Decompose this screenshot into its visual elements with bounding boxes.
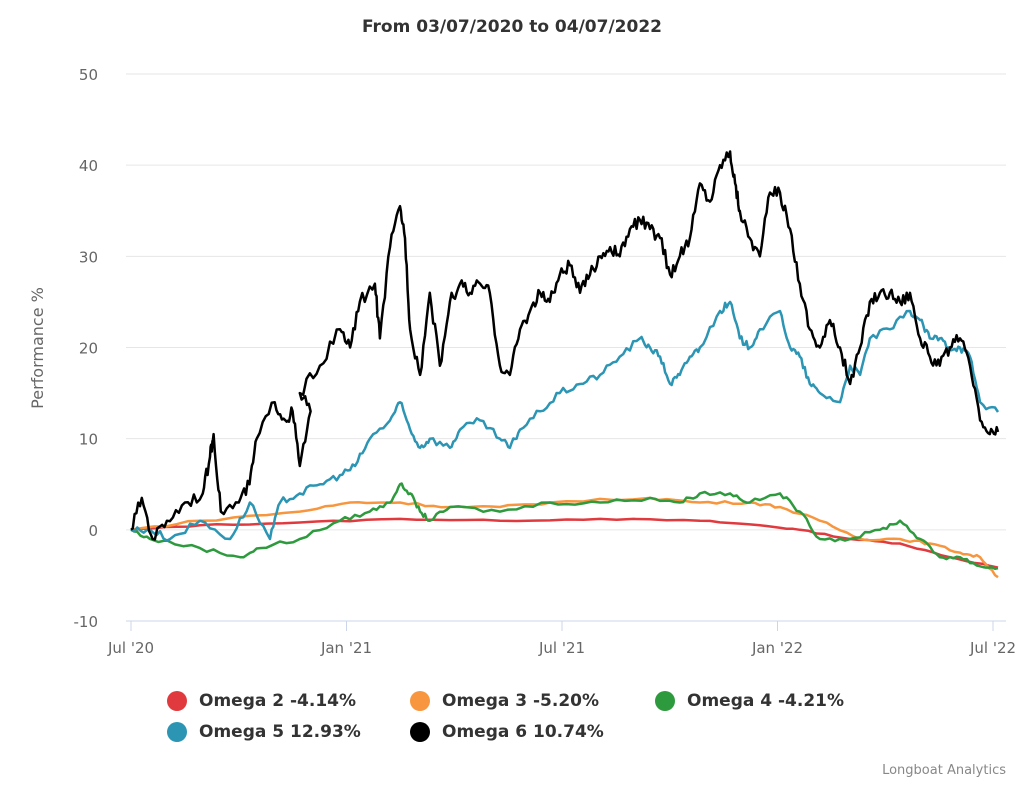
legend-item-omega-5[interactable]: Omega 5 12.93% [167,722,361,742]
x-tick-label: Jul '21 [538,639,585,657]
legend-item-omega-3[interactable]: Omega 3 -5.20% [410,691,599,711]
legend-label: Omega 2 -4.14% [199,691,357,711]
legend-dot-icon [410,722,430,742]
y-tick-label: 10 [79,431,98,449]
chart-title: From 03/07/2020 to 04/07/2022 [362,17,662,37]
legend-label: Omega 4 -4.21% [687,691,845,711]
legend-dot-icon [167,691,187,711]
legend-label: Omega 5 12.93% [199,722,361,742]
x-tick-label: Jan '21 [320,639,372,657]
series-line-omega-6[interactable] [130,150,1000,541]
y-tick-label: 50 [79,66,98,84]
legend-item-omega-4[interactable]: Omega 4 -4.21% [655,691,844,711]
legend-label: Omega 3 -5.20% [442,691,600,711]
x-tick-label: Jul '22 [969,639,1016,657]
series-line-omega-3[interactable] [130,496,999,579]
series-line-omega-5[interactable] [130,300,1000,542]
credit-link[interactable]: Longboat Analytics [882,763,1006,778]
series-line-omega-4[interactable] [130,482,999,571]
legend-dot-icon [655,691,675,711]
y-axis-label: Performance % [28,287,47,409]
y-tick-label: 0 [88,522,98,540]
legend-item-omega-6[interactable]: Omega 6 10.74% [410,722,604,742]
legend-dot-icon [410,691,430,711]
series-line-omega-2[interactable] [130,517,999,569]
y-tick-label: 20 [79,340,98,358]
legend-dot-icon [167,722,187,742]
y-tick-label: -10 [74,613,99,631]
x-tick-label: Jan '22 [751,639,803,657]
y-tick-label: 30 [79,248,98,266]
x-tick-label: Jul '20 [107,639,154,657]
y-tick-label: 40 [79,157,98,175]
legend-label: Omega 6 10.74% [442,722,604,742]
legend-item-omega-2[interactable]: Omega 2 -4.14% [167,691,356,711]
